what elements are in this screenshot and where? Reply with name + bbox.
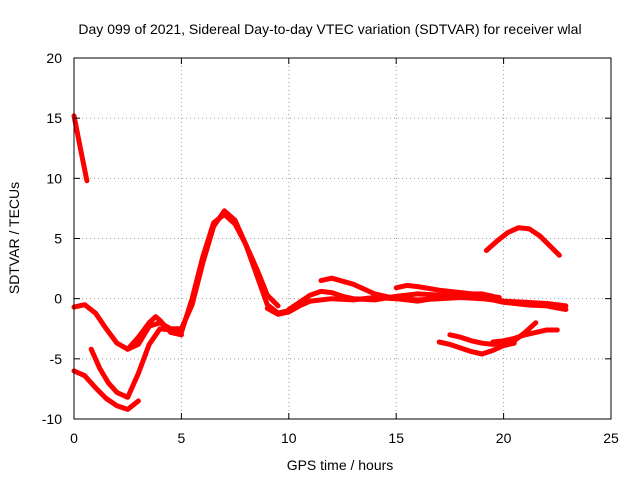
y-axis-label: SDTVAR / TECUs: [6, 182, 22, 294]
x-tick-label: 5: [178, 430, 186, 446]
y-tick-label: 15: [46, 110, 62, 126]
series-arc-4: [71, 368, 141, 412]
grid-layer: [74, 58, 611, 419]
x-tick-label: 15: [388, 430, 404, 446]
y-tick-label: -5: [50, 351, 63, 367]
y-tick-label: 5: [54, 231, 62, 247]
series-arc-11: [436, 339, 517, 357]
series-layer: [71, 113, 569, 412]
series-arc-1: [71, 113, 90, 184]
x-tick-label: 25: [603, 430, 619, 446]
series-arc-5: [125, 314, 184, 352]
y-tick-label: 10: [46, 170, 62, 186]
series-arc-14: [483, 225, 562, 258]
y-tick-label: -10: [42, 411, 62, 427]
series-arc-6: [178, 211, 281, 335]
x-tick-label: 10: [281, 430, 297, 446]
y-tick-label: 20: [46, 50, 62, 66]
tick-layer: 0 5 10 15 20 25 -10 -5 0 5 10 15 20: [42, 50, 619, 446]
series-arc-10: [393, 282, 502, 300]
chart-title: Day 099 of 2021, Sidereal Day-to-day VTE…: [78, 21, 581, 37]
x-axis-label: GPS time / hours: [287, 457, 394, 473]
x-tick-label: 0: [70, 430, 78, 446]
y-tick-label: 0: [54, 291, 62, 307]
series-arc-13: [490, 327, 560, 345]
x-tick-label: 20: [496, 430, 512, 446]
